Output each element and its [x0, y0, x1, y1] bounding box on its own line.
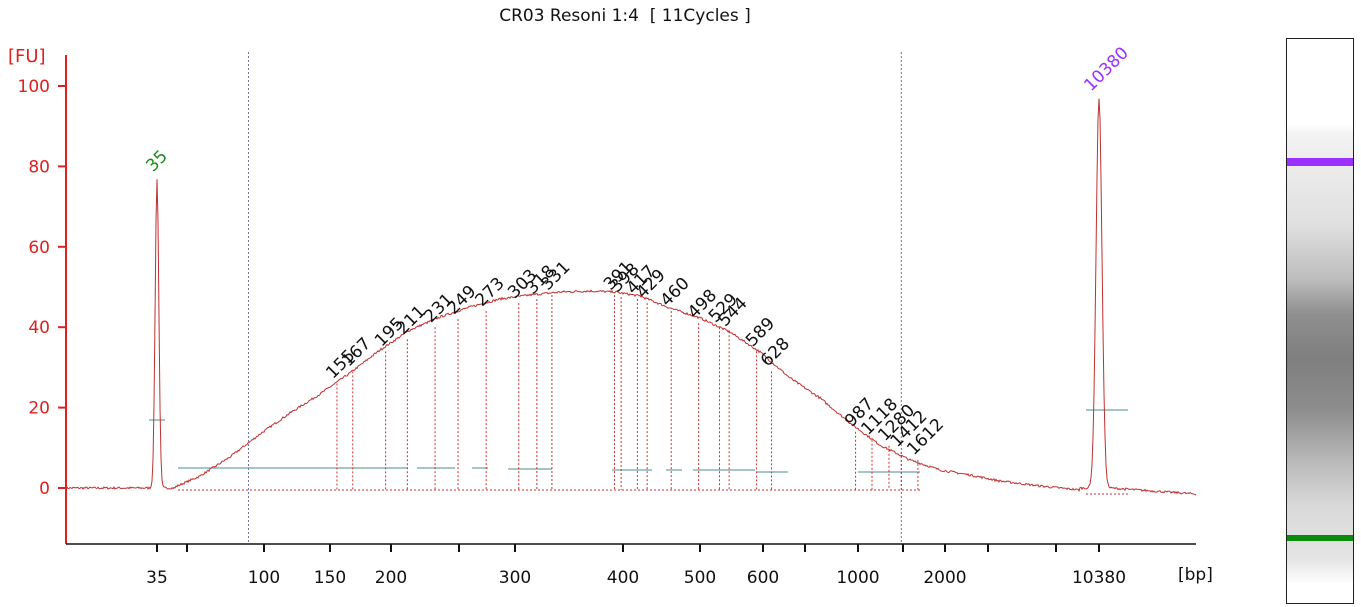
x-tick-label: 2000: [923, 568, 966, 588]
x-tick-label: 100: [248, 568, 280, 588]
x-tick-label: 600: [747, 568, 779, 588]
x-tick-label: 35: [146, 568, 168, 588]
peak-drop-lines: [178, 295, 1128, 495]
x-tick-label: 300: [499, 568, 531, 588]
upper-marker-label: 10380: [1080, 43, 1132, 95]
y-axis-label: [FU]: [8, 46, 46, 67]
y-tick-label: 100: [18, 77, 50, 97]
x-axis-label: [bp]: [1178, 565, 1213, 585]
y-tick-label: 40: [28, 318, 50, 338]
chart-title: CR03 Resoni 1:4 [ 11Cycles ]: [499, 6, 751, 26]
x-tick-label: 200: [375, 568, 407, 588]
gel-lane: [1286, 38, 1354, 604]
x-tick-label: 500: [684, 568, 716, 588]
y-tick-label: 80: [28, 157, 50, 177]
ticks: 0 20 40 60 80 100 35 100 150 200 300 400 500 600 1000 2…: [18, 77, 1127, 588]
electropherogram-trace: [65, 98, 1197, 496]
axes: [FU] [bp]: [8, 46, 1213, 585]
y-tick-label: 0: [39, 479, 50, 499]
y-tick-label: 20: [28, 399, 50, 419]
lower-marker-label: 35: [142, 147, 171, 176]
lower-marker-band: [1287, 535, 1353, 541]
x-tick-label: 1000: [836, 568, 879, 588]
peak-baselines: [149, 409, 1128, 473]
x-tick-label: 10380: [1072, 568, 1126, 588]
smear-region-lines: [248, 52, 902, 544]
electropherogram-chart: [FU] [bp] 0 20 40 60 80 100 35 100 150 200 300 400 5…: [8, 43, 1213, 588]
upper-marker-band: [1287, 158, 1353, 166]
x-tick-label: 150: [314, 568, 346, 588]
x-tick-label: 400: [607, 568, 639, 588]
y-tick-label: 60: [28, 238, 50, 258]
